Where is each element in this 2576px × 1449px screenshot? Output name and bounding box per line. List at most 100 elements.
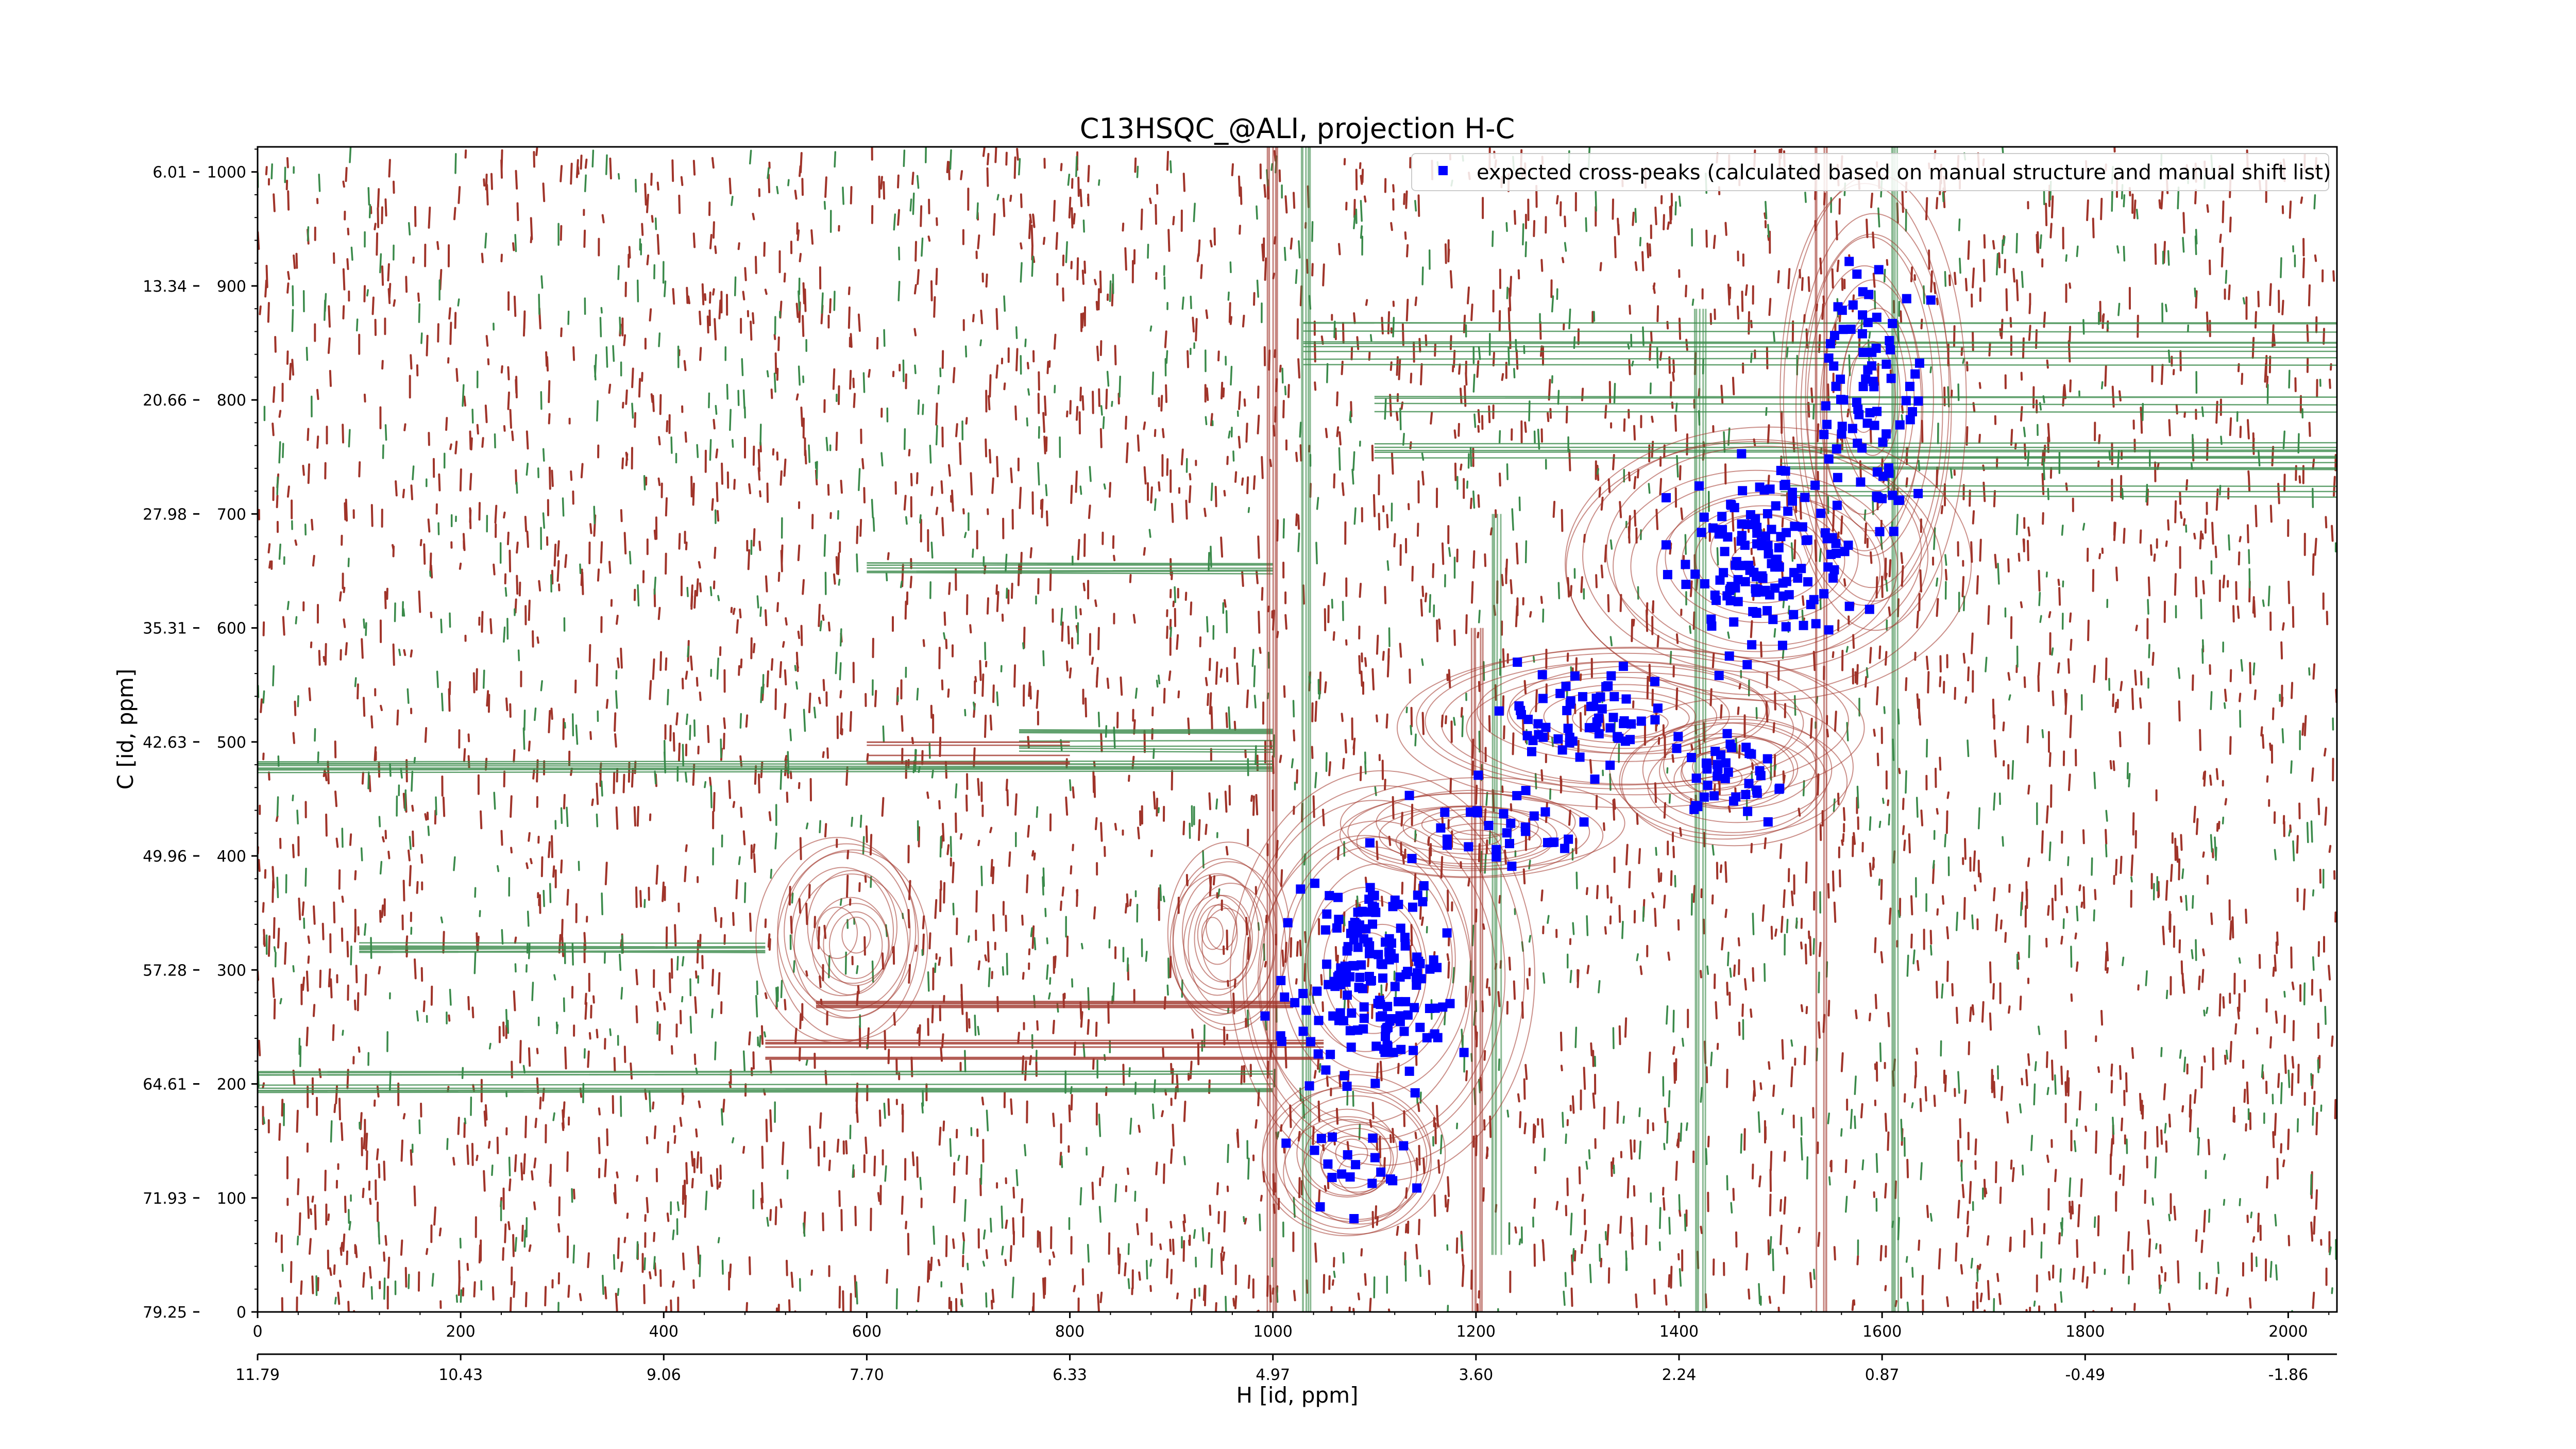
noise-band-negative <box>1781 456 2337 498</box>
expected-peak <box>1756 771 1766 781</box>
expected-peak <box>1359 934 1368 943</box>
ppm-y-tick-label: 20.66 <box>143 392 187 410</box>
noise-band-negative <box>1019 729 1273 753</box>
expected-peak <box>1396 1044 1406 1054</box>
expected-peak <box>1689 804 1699 814</box>
expected-peak <box>1298 989 1308 999</box>
expected-peak <box>1561 681 1571 691</box>
expected-peak <box>1342 1082 1352 1091</box>
expected-peak <box>1399 1026 1409 1036</box>
expected-peak <box>1726 743 1736 752</box>
expected-peak <box>1870 420 1879 430</box>
expected-peak <box>1858 310 1868 320</box>
expected-peak <box>1436 823 1446 833</box>
expected-peak <box>1538 732 1548 742</box>
expected-peak <box>1738 486 1748 496</box>
expected-peak <box>1609 692 1619 701</box>
expected-peak <box>1492 852 1501 862</box>
expected-peak <box>1505 839 1514 849</box>
expected-peak <box>1597 704 1607 714</box>
signal-contour-blob <box>1167 841 1291 1031</box>
expected-peak <box>1314 1016 1324 1025</box>
expected-peak <box>1821 401 1831 411</box>
expected-peak <box>1579 817 1589 827</box>
ppm-y-tick-label: 64.61 <box>143 1076 187 1094</box>
contour-level <box>784 851 911 1012</box>
noise-ridge <box>1491 514 1502 1255</box>
expected-peak <box>1854 410 1864 419</box>
expected-peak <box>1852 397 1861 407</box>
expected-peak <box>1723 767 1733 777</box>
expected-peak <box>1378 973 1387 983</box>
expected-peak <box>1830 331 1839 340</box>
expected-peak <box>1540 807 1550 817</box>
expected-peak <box>1905 415 1915 425</box>
contour-level <box>1188 882 1274 1012</box>
expected-peak <box>1702 760 1712 769</box>
ppm-y-tick-label: 6.01 <box>152 164 187 182</box>
expected-peak <box>1858 287 1868 297</box>
noise-ridge <box>1266 147 1278 1312</box>
contour-level <box>1795 213 1952 602</box>
expected-peak <box>1761 531 1770 541</box>
expected-peak <box>1325 891 1334 901</box>
ppm-x-tick-label: 6.33 <box>1053 1366 1087 1384</box>
contour-level <box>1307 863 1453 1059</box>
x-tick-label: 2000 <box>2268 1323 2308 1341</box>
expected-peak <box>1348 961 1358 970</box>
expected-peak <box>1803 577 1812 587</box>
contour-level <box>1194 895 1253 983</box>
expected-peak <box>1396 923 1405 933</box>
expected-peak <box>1357 960 1366 970</box>
expected-peak <box>1353 907 1363 917</box>
expected-peak <box>1650 715 1660 724</box>
noise-band-negative <box>258 760 1273 773</box>
expected-peak <box>1833 473 1842 482</box>
expected-peak <box>1384 934 1394 943</box>
expected-peak <box>1690 569 1700 579</box>
expected-peak <box>1445 999 1455 1008</box>
ppm-x-tick-label: 10.43 <box>438 1366 483 1384</box>
expected-peak <box>1700 579 1709 588</box>
x-axis-label: H [id, ppm] <box>1236 1383 1359 1408</box>
expected-peak <box>1466 807 1475 817</box>
expected-peak <box>1313 1049 1323 1059</box>
expected-peak <box>1861 374 1871 384</box>
contour-level <box>841 916 871 954</box>
expected-peak <box>1776 466 1786 476</box>
expected-peak <box>1653 703 1663 713</box>
contour-level <box>1849 341 1896 456</box>
expected-peak <box>1837 306 1847 315</box>
expected-peak <box>1762 754 1772 764</box>
contour-level <box>823 903 889 986</box>
expected-peak <box>1832 500 1842 510</box>
expected-peak <box>1772 560 1782 570</box>
expected-peak <box>1606 671 1616 681</box>
expected-peak <box>1376 1167 1386 1177</box>
expected-peak <box>1837 429 1846 439</box>
expected-peak <box>1555 688 1565 698</box>
expected-peak <box>1366 976 1375 986</box>
expected-peak <box>1433 1033 1443 1042</box>
contour-level <box>1283 1116 1412 1229</box>
x-tick-label: 0 <box>252 1323 262 1341</box>
expected-peak <box>1400 941 1410 951</box>
ppm-x-tick-label: 7.70 <box>850 1366 884 1384</box>
contour-level <box>1296 1108 1398 1198</box>
expected-peak <box>1790 521 1800 531</box>
expected-peak <box>1326 1050 1335 1059</box>
expected-peak <box>1788 496 1797 506</box>
expected-peak <box>1882 429 1891 439</box>
x-tick-label: 800 <box>1055 1323 1084 1341</box>
expected-peak <box>1717 512 1727 521</box>
expected-peak <box>1713 771 1722 781</box>
expected-peak <box>1370 1153 1380 1162</box>
expected-peak <box>1877 494 1887 503</box>
expected-peak <box>1895 495 1905 505</box>
expected-peak <box>1819 589 1829 599</box>
expected-peak <box>1347 1008 1357 1018</box>
expected-peak <box>1863 317 1873 327</box>
expected-peak <box>1312 986 1322 996</box>
expected-peak <box>1371 1041 1381 1051</box>
expected-peak <box>1459 1048 1469 1057</box>
